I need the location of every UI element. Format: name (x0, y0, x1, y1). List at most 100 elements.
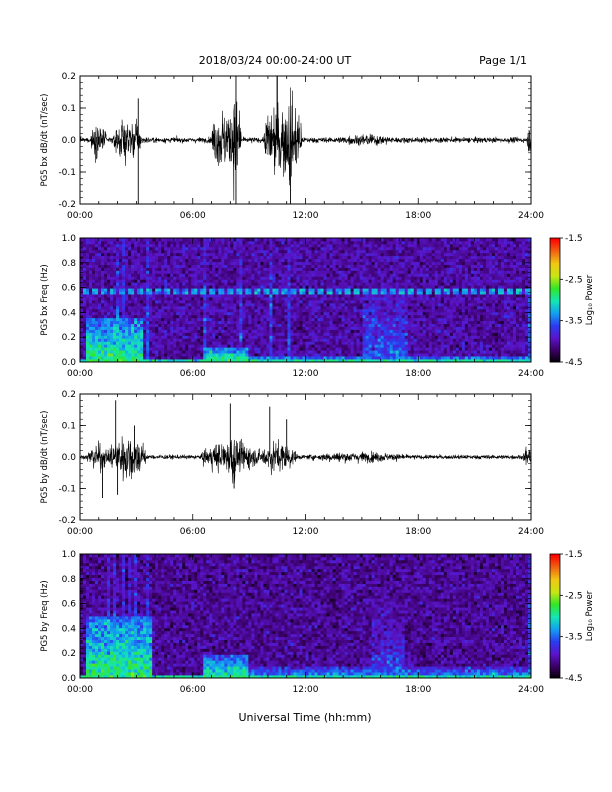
spectrogram-cell (353, 338, 358, 342)
spectrogram-cell (170, 246, 174, 251)
spectrogram-cell (395, 294, 400, 298)
spectrogram-cell (359, 246, 364, 251)
spectrogram-cell (254, 338, 258, 342)
spectrogram-cell (362, 341, 367, 345)
spectrogram-cell (86, 285, 90, 289)
spectrogram-cell (122, 332, 126, 336)
spectrogram-cell (425, 255, 430, 260)
spectrogram-cell (140, 356, 144, 360)
spectrogram-cell (347, 279, 351, 283)
spectrogram-cell (413, 288, 418, 292)
spectrogram-cell (86, 308, 90, 313)
spectrogram-cell (392, 350, 397, 354)
spectrogram-cell (305, 249, 309, 254)
spectrogram-cell (197, 276, 201, 280)
spectrogram-cell (248, 267, 252, 271)
spectrogram-cell (125, 350, 129, 354)
spectrogram-cell (188, 255, 192, 260)
spectrogram-cell (383, 344, 388, 348)
spectrogram-cell (296, 276, 300, 280)
spectrogram-cell (299, 305, 303, 310)
spectrogram-cell (317, 282, 321, 286)
spectrogram-cell (86, 347, 90, 351)
spectrogram-cell (164, 252, 168, 257)
spectrogram-cell (269, 338, 273, 342)
spectrogram-cell (326, 353, 330, 357)
spectrogram-cell (392, 246, 397, 251)
spectrogram-cell (101, 291, 105, 295)
spectrogram-cell (146, 305, 150, 310)
spectrogram-cell (104, 347, 108, 351)
spectrogram-cell (191, 252, 195, 257)
spectrogram-cell (80, 238, 84, 242)
spectrogram-cell (269, 249, 273, 254)
spectrogram-cell (269, 279, 273, 283)
spectrogram-cell (368, 344, 373, 348)
spectrogram-cell (344, 264, 348, 268)
spectrogram-cell (140, 273, 144, 277)
spectrogram-cell (278, 356, 282, 360)
spectrogram-cell (368, 323, 373, 327)
spectrogram-cell (410, 317, 415, 322)
spectrogram-cell (113, 323, 117, 327)
spectrogram-cell (398, 332, 403, 336)
spectrogram-cell (86, 311, 90, 316)
spectrogram-cell (125, 246, 129, 251)
spectrogram-cell (305, 338, 309, 342)
spectrogram-cell (302, 314, 306, 319)
spectrogram-cell (374, 311, 379, 316)
spectrogram-cell (332, 252, 336, 257)
spectrogram-cell (155, 302, 159, 307)
spectrogram-cell (185, 258, 189, 263)
spectrogram-cell (179, 347, 183, 351)
spectrogram-cell (371, 297, 376, 301)
spectrogram-cell (401, 279, 406, 283)
spectrogram-cell (281, 291, 285, 295)
spectrogram-cell (242, 359, 246, 363)
spectrogram-cell (107, 317, 111, 322)
spectrogram-cell (137, 255, 141, 260)
spectrogram-cell (224, 297, 228, 301)
spectrogram-cell (338, 270, 342, 274)
spectrogram-cell (89, 338, 93, 342)
spectrogram-cell (371, 258, 376, 263)
spectrogram-cell (239, 308, 243, 313)
spectrogram-cell (191, 243, 195, 248)
spectrogram-cell (407, 350, 412, 354)
spectrogram-cell (128, 350, 132, 354)
spectrogram-cell (209, 282, 213, 286)
spectrogram-cell (200, 350, 204, 354)
spectrogram-cell (329, 314, 333, 319)
spectrogram-cell (191, 326, 195, 330)
spectrogram-cell (404, 344, 409, 348)
spectrogram-cell (209, 240, 213, 245)
spectrogram-cell (203, 350, 207, 354)
spectrogram-cell (314, 314, 318, 319)
spectrogram-cell (128, 332, 132, 336)
y-tick-label: 0.1 (62, 104, 76, 114)
spectrogram-cell (398, 350, 403, 354)
spectrogram-cell (194, 311, 198, 316)
spectrogram-cell (215, 264, 219, 268)
spectrogram-cell (395, 240, 400, 245)
spectrogram-cell (173, 335, 177, 339)
spectrogram-cell (257, 311, 261, 316)
spectrogram-cell (275, 356, 279, 360)
spectrogram-cell (317, 249, 321, 254)
spectrogram-cell (149, 267, 153, 271)
spectrogram-cell (290, 276, 294, 280)
spectrogram-cell (335, 291, 339, 295)
spectrogram-cell (122, 356, 126, 360)
spectrogram-cell (182, 353, 186, 357)
spectrogram-cell (101, 255, 105, 260)
spectrogram-cell (419, 285, 424, 289)
spectrogram-cell (89, 302, 93, 307)
spectrogram-cell (323, 255, 327, 260)
spectrogram-cell (188, 282, 192, 286)
spectrogram-cell (251, 338, 255, 342)
spectrogram-cell (134, 317, 138, 322)
spectrogram-cell (314, 297, 318, 301)
spectrogram-cell (260, 264, 264, 268)
spectrogram-cell (155, 255, 159, 260)
spectrogram-cell (134, 308, 138, 313)
